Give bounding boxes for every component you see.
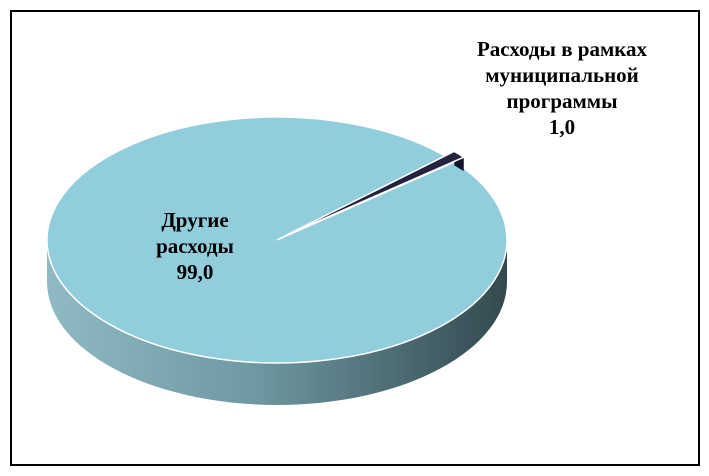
pie-side [47, 240, 507, 405]
pie-slice [46, 116, 508, 364]
slice-label: Расходы в рамках муниципальной программы [477, 37, 648, 113]
pie-slice [285, 150, 466, 236]
slice-label: Другие расходы [156, 208, 234, 258]
value-label: 1,0 [549, 115, 575, 139]
value-label: 99,0 [177, 260, 214, 284]
